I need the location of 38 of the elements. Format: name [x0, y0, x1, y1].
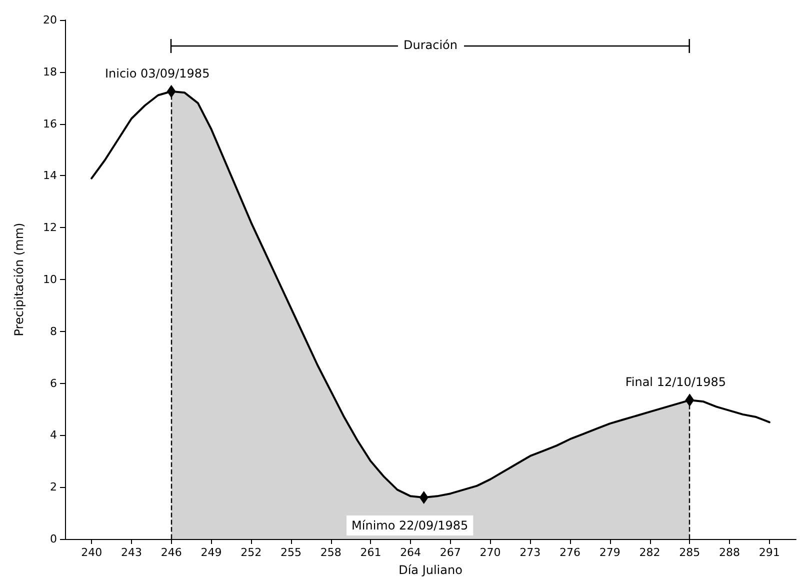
point: [166, 84, 176, 98]
x-tick-label: 243: [120, 546, 142, 559]
y-tick-label: 16: [43, 117, 57, 130]
x-tick-label: 279: [599, 546, 620, 559]
y-tick-label: 14: [43, 169, 57, 182]
x-tick-label: 258: [320, 546, 342, 559]
x-tick-label: 267: [440, 546, 461, 559]
x-tick-label: 246: [160, 546, 182, 559]
y-tick-label: 0: [50, 532, 57, 546]
x-tick-label: 276: [560, 546, 581, 559]
x-tick-label: 261: [360, 546, 382, 559]
y-tick-label: 10: [43, 273, 57, 286]
y-tick-label: 18: [43, 65, 57, 78]
point: [419, 490, 428, 504]
y-tick-label: 12: [43, 221, 57, 234]
y-axis-title: Precipitación (mm): [12, 222, 26, 336]
x-tick-label: 270: [480, 546, 501, 559]
y-tick-label: 20: [43, 14, 57, 26]
x-tick-label: 291: [758, 546, 780, 559]
x-axis-title: Día Juliano: [398, 563, 462, 577]
x-tick-label: 255: [280, 546, 302, 559]
x-tick-label: 282: [639, 546, 660, 559]
point: [685, 394, 694, 407]
y-tick-label: 8: [50, 324, 57, 338]
y-tick-label: 4: [50, 428, 57, 442]
annotation: Final 12/10/1985: [625, 375, 726, 390]
x-tick-label: 273: [520, 546, 541, 559]
annotation: Inicio 03/09/1985: [104, 66, 210, 80]
x-tick-label: 285: [679, 546, 700, 559]
x-tick-label: 252: [240, 546, 262, 559]
annotation: Duración: [397, 37, 464, 54]
x-tick-label: 264: [400, 546, 422, 559]
x-tick-label: 240: [81, 546, 102, 559]
annotation: Mínimo 22/09/1985: [352, 518, 468, 532]
y-tick-label: 2: [50, 480, 57, 494]
x-tick-label: 288: [719, 546, 740, 559]
y-tick-label: 6: [50, 376, 57, 390]
x-tick-label: 249: [200, 546, 222, 559]
